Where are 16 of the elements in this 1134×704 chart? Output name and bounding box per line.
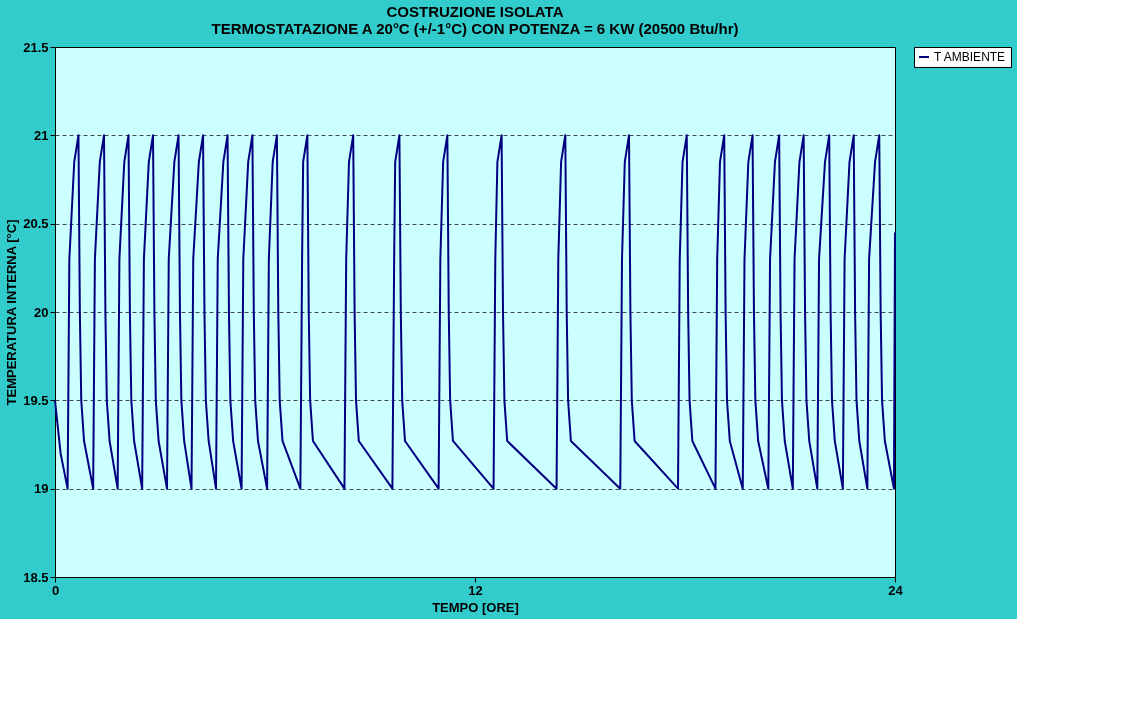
y-tick-label: 21	[34, 127, 49, 143]
legend-label: T AMBIENTE	[934, 50, 1006, 64]
text: TERMOSTATAZIONE A 20°C (+/-1°C) CON POTENZA = 6 KW (20500 Btu/hr)	[211, 20, 739, 37]
y-tick-label: 19	[34, 481, 49, 497]
y-tick-label: 21.5	[23, 39, 49, 55]
x-axis-title: TEMPO [ORE]	[432, 599, 519, 615]
y-tick-label: 20	[34, 304, 49, 320]
line-series	[54, 134, 896, 490]
x-tick-label: 0	[51, 582, 60, 598]
y-tick-label: 19.5	[23, 392, 49, 408]
x-tick-label: 24	[888, 582, 904, 598]
x-tick-label: 12	[468, 582, 483, 598]
y-tick-label: 20.5	[23, 216, 49, 232]
y-tick-label: 18.5	[23, 569, 49, 585]
text: COSTRUZIONE ISOLATA	[386, 3, 564, 20]
y-axis-title: TEMPERATURA INTERNA [°C]	[4, 219, 20, 406]
